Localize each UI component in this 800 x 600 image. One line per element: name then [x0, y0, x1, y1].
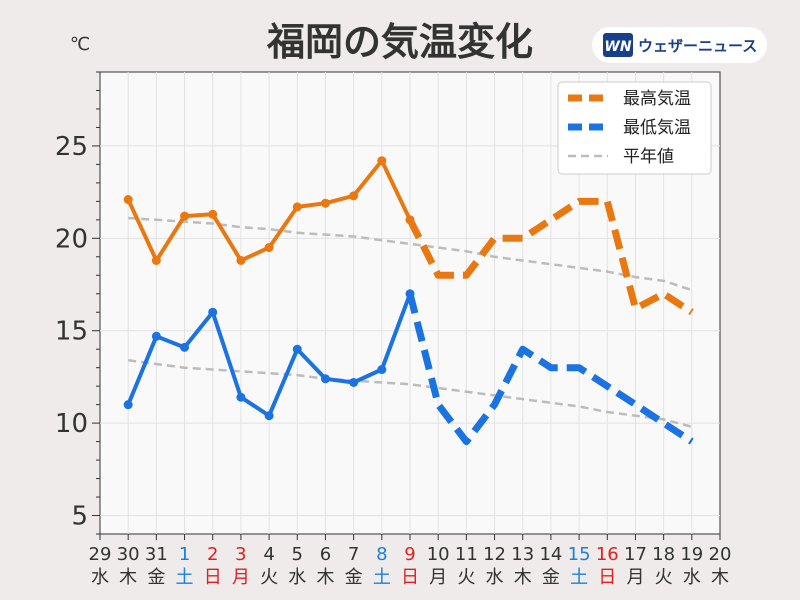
x-tick-weekday: 月 [232, 567, 250, 588]
x-tick-day: 5 [292, 544, 303, 565]
x-tick-weekday: 木 [316, 567, 334, 588]
data-point-max [151, 255, 161, 265]
x-tick-day: 2 [207, 544, 218, 565]
x-tick-weekday: 火 [655, 567, 673, 588]
x-tick-weekday: 土 [570, 567, 588, 588]
data-point-min [180, 342, 190, 352]
logo-mark: WN [604, 39, 631, 55]
x-tick-day: 10 [427, 544, 450, 565]
data-point-min [236, 392, 246, 402]
data-point-min [349, 377, 359, 387]
y-unit-label: ℃ [70, 34, 90, 55]
legend: 最高気温 最低気温 平年値 [557, 81, 712, 175]
x-tick-weekday: 水 [683, 567, 701, 588]
x-tick-day: 11 [455, 544, 478, 565]
x-tick-weekday: 水 [91, 567, 109, 588]
y-tick-label: 25 [55, 132, 88, 162]
data-point-min [264, 411, 274, 421]
y-axis: 5 10 15 20 25 [55, 71, 100, 535]
x-tick-weekday: 日 [598, 567, 616, 588]
x-tick-weekday: 水 [288, 567, 306, 588]
x-tick-weekday: 土 [176, 567, 194, 588]
legend-box [557, 81, 712, 175]
x-tick-day: 4 [263, 544, 274, 565]
logo-text: ウェザーニュース [638, 37, 757, 55]
x-tick-day: 18 [652, 544, 675, 565]
legend-item-min: 最低気温 [568, 118, 691, 138]
wn-logo-icon: WN [603, 33, 633, 57]
data-point-max [320, 198, 330, 208]
data-point-max [123, 195, 133, 205]
x-tick-weekday: 水 [486, 567, 504, 588]
x-tick-weekday: 金 [542, 567, 560, 588]
x-tick-day: 7 [348, 544, 359, 565]
x-tick-weekday: 月 [429, 567, 447, 588]
x-tick-day: 20 [709, 544, 732, 565]
chart-title: 福岡の気温変化 [266, 20, 533, 64]
legend-item-normal: 平年値 [568, 147, 674, 167]
x-tick-weekday: 金 [147, 567, 165, 588]
x-tick-day: 13 [511, 544, 534, 565]
x-tick-day: 6 [320, 544, 331, 565]
x-tick-day: 14 [539, 544, 562, 565]
grid-lines [100, 72, 720, 534]
x-tick-weekday: 木 [711, 567, 729, 588]
x-tick-weekday: 金 [345, 567, 363, 588]
data-point-min [320, 374, 330, 384]
data-point-max [349, 191, 359, 201]
x-tick-weekday: 火 [457, 567, 475, 588]
x-tick-weekday: 日 [401, 567, 419, 588]
normal-low-line [128, 359, 693, 429]
forecast-line-min [406, 292, 694, 446]
x-tick-day: 31 [145, 544, 168, 565]
weathernews-logo: WN ウェザーニュース [592, 27, 767, 63]
data-point-min [208, 307, 218, 317]
legend-label-max: 最高気温 [623, 89, 691, 109]
x-tick-weekday: 月 [626, 567, 644, 588]
y-tick-label: 20 [55, 224, 88, 254]
x-tick-day: 3 [235, 544, 246, 565]
data-point-min [405, 289, 415, 299]
x-tick-weekday: 木 [514, 567, 532, 588]
data-point-max [208, 209, 218, 219]
data-point-min [151, 331, 161, 341]
x-tick-day: 1 [179, 544, 190, 565]
data-point-min [123, 400, 133, 410]
x-tick-weekday: 日 [204, 567, 222, 588]
data-point-max [264, 243, 274, 253]
x-tick-day: 17 [624, 544, 647, 565]
series-layer [123, 156, 694, 446]
x-tick-day: 9 [404, 544, 415, 565]
x-tick-day: 19 [680, 544, 703, 565]
x-tick-weekday: 土 [373, 567, 391, 588]
data-point-max [292, 202, 302, 212]
y-tick-label: 15 [55, 317, 88, 347]
x-tick-weekday: 木 [119, 567, 137, 588]
legend-label-min: 最低気温 [623, 118, 691, 138]
normal-high-line [128, 216, 693, 292]
y-tick-label: 10 [55, 409, 88, 439]
legend-item-max: 最高気温 [568, 89, 691, 109]
x-tick-weekday: 火 [260, 567, 278, 588]
x-tick-day: 12 [483, 544, 506, 565]
x-tick-day: 30 [117, 544, 140, 565]
data-point-max [236, 255, 246, 265]
data-point-max [377, 156, 387, 166]
y-tick-label: 5 [71, 502, 88, 532]
x-tick-day: 16 [596, 544, 619, 565]
x-tick-day: 15 [568, 544, 591, 565]
x-axis: 29水30木31金1土2日3月4火5水6木7金8土9日10月11火12水13木1… [89, 534, 732, 588]
x-tick-day: 29 [89, 544, 112, 565]
data-point-max [405, 215, 415, 225]
legend-label-normal: 平年値 [623, 147, 674, 167]
x-tick-day: 8 [376, 544, 387, 565]
forecast-line-max [406, 197, 694, 316]
data-point-min [377, 365, 387, 375]
data-point-max [180, 211, 190, 221]
data-point-min [292, 344, 302, 354]
